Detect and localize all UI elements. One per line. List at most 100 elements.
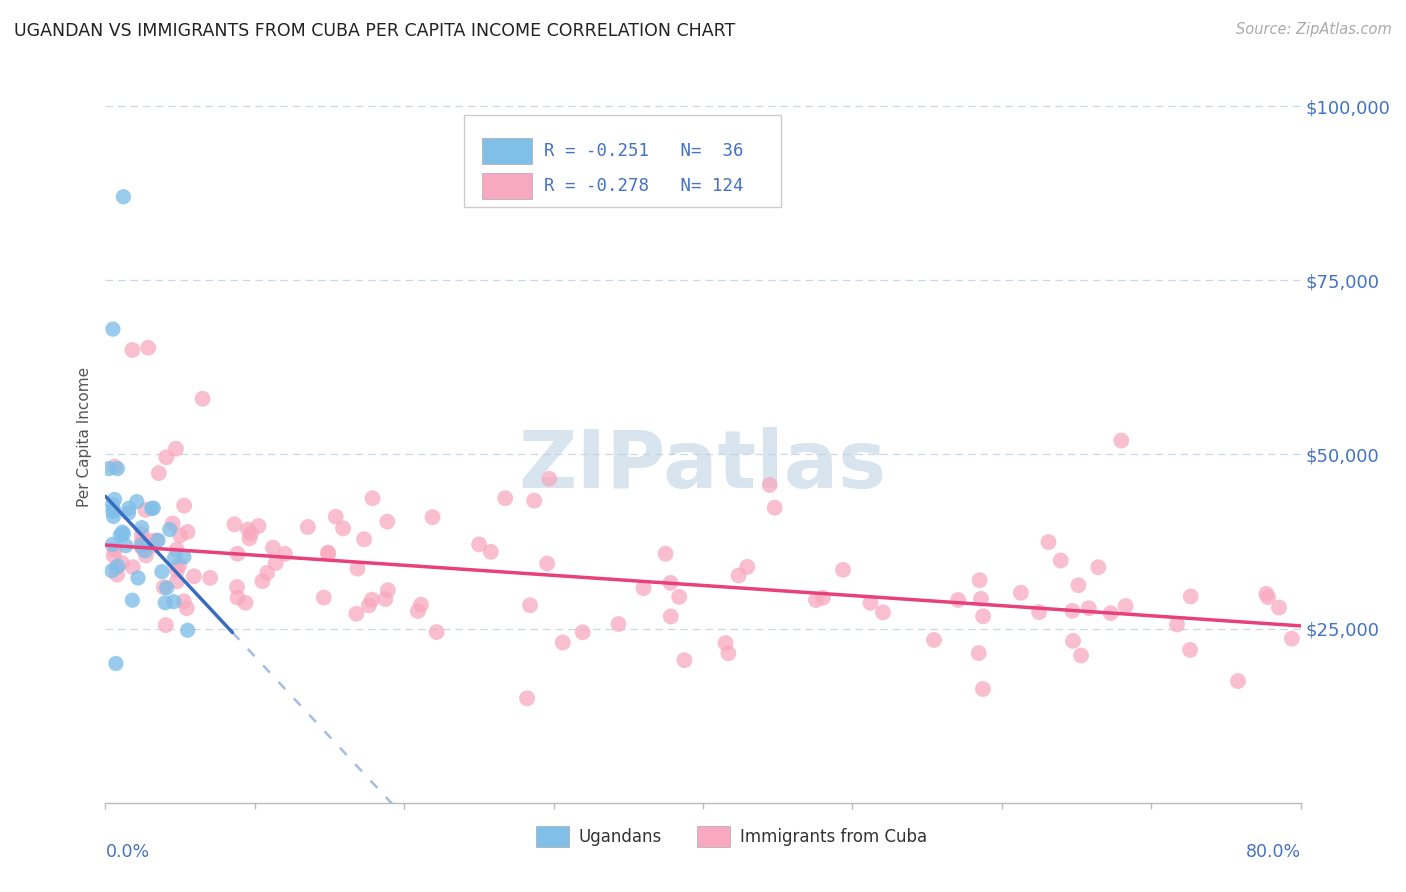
Point	[256, 566, 278, 580]
Point	[136, 341, 159, 355]
Point	[155, 450, 177, 465]
Point	[967, 646, 990, 660]
Point	[105, 567, 128, 582]
Point	[105, 461, 128, 475]
Point	[1256, 587, 1278, 601]
Point	[264, 556, 287, 570]
Point	[111, 556, 134, 570]
Point	[169, 528, 191, 542]
Point	[523, 493, 546, 508]
Point	[946, 593, 969, 607]
Point	[148, 466, 170, 480]
Point	[121, 560, 143, 574]
Point	[422, 510, 444, 524]
Point	[654, 547, 676, 561]
Point	[114, 539, 136, 553]
Point	[714, 636, 737, 650]
Point	[142, 539, 165, 553]
Point	[735, 559, 758, 574]
Point	[166, 542, 188, 557]
Point	[135, 549, 157, 563]
Point	[101, 564, 124, 578]
Point	[111, 525, 134, 540]
Point	[758, 478, 780, 492]
FancyBboxPatch shape	[464, 115, 780, 207]
Point	[375, 515, 398, 529]
Point	[551, 635, 574, 649]
Point	[1178, 643, 1201, 657]
Point	[1099, 606, 1122, 620]
Point	[969, 573, 991, 587]
Point	[717, 646, 740, 660]
Point	[226, 547, 249, 561]
Point	[426, 625, 449, 640]
Bar	[482, 173, 531, 200]
Text: UGANDAN VS IMMIGRANTS FROM CUBA PER CAPITA INCOME CORRELATION CHART: UGANDAN VS IMMIGRANTS FROM CUBA PER CAPI…	[14, 22, 735, 40]
Point	[240, 526, 263, 541]
Point	[377, 583, 399, 598]
Point	[226, 591, 249, 605]
Point	[872, 606, 894, 620]
Point	[972, 609, 994, 624]
Point	[131, 533, 153, 548]
Point	[238, 532, 260, 546]
Text: R = -0.278   N= 124: R = -0.278 N= 124	[544, 178, 744, 195]
Point	[159, 523, 181, 537]
Point	[659, 609, 682, 624]
Point	[107, 559, 129, 574]
Point	[146, 533, 169, 548]
Point	[101, 537, 124, 551]
Bar	[697, 826, 731, 847]
Point	[104, 459, 127, 474]
Text: R = -0.251   N=  36: R = -0.251 N= 36	[544, 142, 744, 160]
Point	[142, 533, 165, 548]
Point	[1077, 601, 1099, 615]
Point	[103, 549, 125, 563]
Point	[224, 517, 246, 532]
Point	[1028, 605, 1050, 619]
Point	[98, 461, 121, 475]
Point	[129, 539, 152, 553]
Point	[163, 595, 186, 609]
Point	[316, 545, 339, 559]
Point	[346, 561, 368, 575]
Point	[763, 500, 786, 515]
Point	[409, 598, 432, 612]
Point	[176, 601, 198, 615]
Point	[1062, 604, 1084, 618]
Point	[235, 596, 257, 610]
Point	[406, 604, 429, 618]
Point	[121, 343, 143, 357]
Point	[1070, 648, 1092, 663]
Point	[103, 502, 125, 516]
Point	[141, 501, 163, 516]
Point	[104, 657, 127, 671]
Point	[633, 581, 655, 595]
Point	[1226, 674, 1249, 689]
Text: 80.0%: 80.0%	[1246, 843, 1301, 861]
Point	[112, 527, 135, 541]
Point	[165, 442, 187, 456]
Text: 0.0%: 0.0%	[105, 843, 149, 861]
Point	[316, 547, 339, 561]
Point	[1010, 586, 1032, 600]
Point	[972, 681, 994, 696]
Point	[101, 497, 124, 511]
Point	[103, 509, 125, 524]
Point	[145, 533, 167, 548]
Point	[247, 519, 270, 533]
Point	[173, 499, 195, 513]
Point	[494, 491, 516, 506]
Point	[131, 527, 153, 541]
Point	[131, 521, 153, 535]
Point	[163, 550, 186, 565]
Point	[101, 504, 124, 518]
Point	[519, 598, 541, 612]
Point	[173, 594, 195, 608]
Point	[121, 593, 143, 607]
Point	[970, 591, 993, 606]
Point	[191, 392, 214, 406]
Point	[101, 322, 124, 336]
Point	[150, 565, 173, 579]
Point	[166, 564, 188, 578]
